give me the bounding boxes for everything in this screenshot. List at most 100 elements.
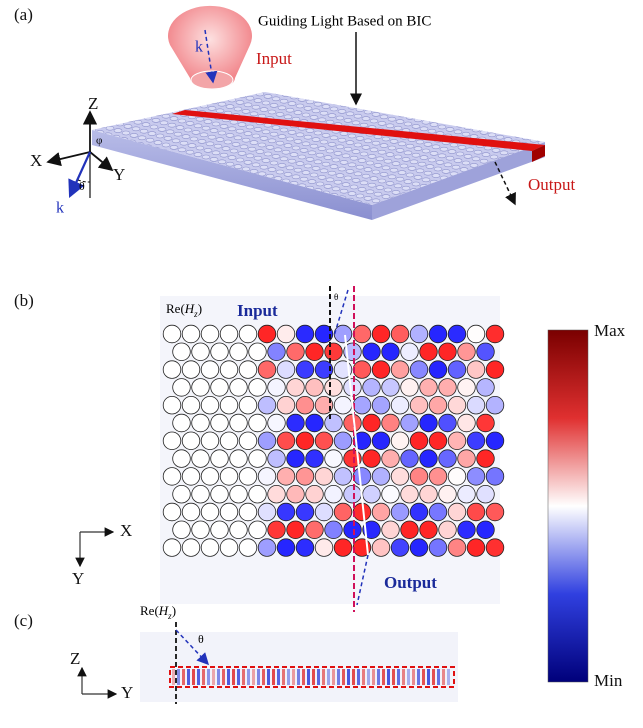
pillar: [199, 132, 209, 138]
pillar: [395, 92, 405, 96]
pillar: [145, 109, 155, 114]
hole: [276, 467, 296, 486]
pillar: [312, 80, 320, 84]
pillar: [271, 96, 281, 102]
beam-k: k: [195, 39, 203, 56]
pillar: [232, 85, 240, 89]
pillar: [423, 142, 433, 147]
coordinate-axes: [46, 110, 114, 199]
pillar: [313, 159, 323, 165]
hole: [438, 342, 457, 362]
pillar: [209, 99, 219, 105]
pillar: [205, 141, 215, 147]
waveguide-end: [532, 145, 545, 162]
pillar: [149, 124, 159, 130]
pillar: [427, 157, 437, 163]
pillar: [373, 163, 383, 168]
hole: [419, 520, 438, 540]
pillar: [401, 99, 411, 105]
hole: [419, 413, 438, 433]
pillar: [255, 149, 265, 154]
pillar: [181, 105, 191, 111]
hole: [295, 360, 315, 379]
pillar: [395, 119, 405, 124]
pillar: [347, 162, 357, 168]
pillar: [323, 97, 333, 103]
hole: [428, 502, 448, 522]
pillar: [207, 106, 217, 111]
pillar: [191, 101, 201, 106]
axis-x: X: [120, 521, 132, 540]
pillar: [399, 106, 409, 111]
hole: [172, 485, 191, 504]
pillar: [249, 111, 259, 117]
theta: θ: [79, 179, 85, 193]
pillar: [273, 92, 283, 95]
pillar: [157, 127, 167, 132]
pillar: [343, 175, 353, 181]
pillar: [269, 131, 279, 137]
hole: [162, 538, 182, 557]
pillar: [411, 181, 421, 187]
panel-label: (a): [14, 5, 33, 24]
phi: φ: [96, 135, 102, 147]
pillar: [413, 146, 423, 151]
pillar: [546, 143, 554, 147]
hole: [400, 413, 419, 433]
hole: [305, 342, 324, 362]
pillar: [267, 167, 277, 172]
pillar: [257, 142, 267, 148]
pillar: [229, 92, 239, 96]
pillar: [305, 99, 315, 105]
pillar: [391, 190, 401, 195]
pillar: [167, 122, 177, 128]
pillar: [337, 166, 347, 172]
pillar: [367, 182, 377, 188]
pillar: [235, 128, 245, 134]
pillar: [239, 144, 249, 150]
pillar: [451, 193, 461, 199]
pillar: [267, 138, 277, 144]
hole: [352, 360, 372, 379]
pillar: [455, 151, 465, 157]
hole: [162, 324, 182, 344]
pillar: [367, 96, 377, 102]
hole: [371, 360, 391, 379]
pillar: [407, 166, 417, 171]
pillar: [406, 87, 414, 91]
pillar: [215, 137, 225, 142]
pillar: [449, 200, 459, 205]
pillar: [291, 145, 301, 151]
pillar: [341, 153, 351, 159]
pillar: [171, 138, 181, 144]
pillar: [453, 158, 463, 163]
pillar: [381, 107, 391, 113]
pillar: [384, 217, 392, 221]
pillar: [135, 113, 145, 118]
pillar: [244, 74, 252, 78]
hole: [428, 396, 448, 415]
pillar: [293, 139, 303, 144]
pillar: [560, 154, 568, 158]
pillar: [375, 156, 385, 162]
pillar: [419, 126, 429, 132]
pillar: [503, 137, 513, 142]
pillar: [393, 125, 403, 131]
hole: [333, 324, 353, 344]
pillar: [351, 120, 361, 126]
hole: [238, 396, 258, 415]
pillar: [339, 188, 349, 194]
pillar: [234, 78, 242, 82]
pillar: [341, 95, 351, 101]
pillar: [247, 92, 257, 94]
pillar: [383, 187, 393, 193]
pillar: [307, 150, 317, 156]
hole: [191, 449, 210, 468]
pillar: [262, 72, 270, 76]
pillar: [327, 170, 337, 176]
pillar: [449, 113, 459, 119]
pillar: [329, 135, 339, 141]
input-label: Input: [237, 301, 278, 320]
hole: [210, 378, 229, 397]
pillar: [183, 98, 193, 104]
